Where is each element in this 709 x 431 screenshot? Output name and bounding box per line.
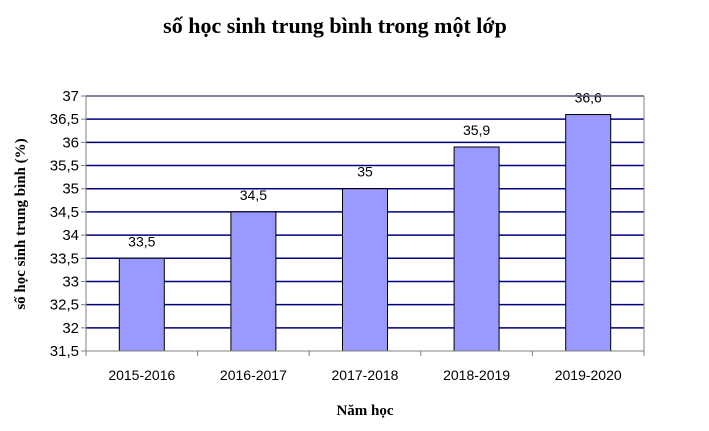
data-label: 34,5	[240, 187, 267, 203]
y-tick-label: 36,5	[50, 111, 79, 128]
x-axis-ticks: 2015-2016 2016-2017 2017-2018 2018-2019 2019…	[85, 351, 645, 383]
y-tick-label: 34	[62, 227, 79, 244]
y-tick-label: 32	[62, 320, 79, 337]
y-tick-label: 37	[62, 88, 79, 105]
y-tick-label: 33,5	[50, 250, 79, 267]
bar	[565, 114, 612, 352]
data-label: 33,5	[128, 233, 155, 249]
bar	[453, 146, 500, 352]
y-tick-label: 34,5	[50, 204, 79, 221]
chart-title: số học sinh trung bình trong một lớp	[163, 13, 507, 38]
plot-area: 33,5 34,5 35 35,9 36,6 31,5 32 32,5 33 33,5 34 34,…	[50, 88, 645, 383]
x-tick-label: 2018-2019	[443, 367, 510, 383]
data-label: 35	[357, 164, 373, 180]
y-axis-ticks: 31,5 32 32,5 33 33,5 34 34,5 35 35,5 36 36,5 37	[50, 88, 86, 360]
y-tick-label: 36	[62, 134, 79, 151]
bar	[118, 257, 165, 352]
x-axis-title: Năm học	[336, 403, 393, 419]
y-tick-label: 31,5	[50, 343, 79, 360]
y-tick-label: 33	[62, 273, 79, 290]
data-label: 36,6	[575, 90, 602, 106]
y-axis-title: số học sinh trung bình (%)	[13, 138, 29, 309]
axes	[85, 95, 645, 352]
y-tick-label: 35,5	[50, 158, 79, 175]
x-tick-label: 2019-2020	[555, 367, 622, 383]
x-tick-label: 2016-2017	[220, 367, 287, 383]
data-labels: 33,5 34,5 35 35,9 36,6	[128, 90, 602, 250]
y-tick-label: 32,5	[50, 297, 79, 314]
bar	[230, 211, 277, 352]
data-label: 35,9	[463, 122, 490, 138]
x-tick-label: 2017-2018	[332, 367, 399, 383]
bars	[118, 114, 612, 352]
bar	[342, 188, 388, 352]
y-tick-label: 35	[62, 181, 79, 198]
x-tick-label: 2015-2016	[108, 367, 175, 383]
